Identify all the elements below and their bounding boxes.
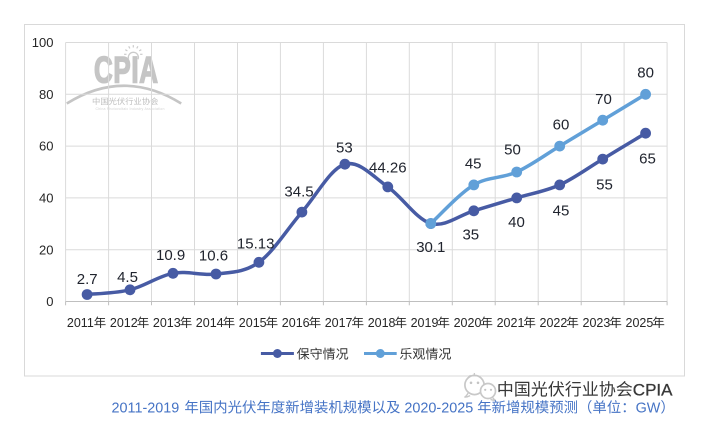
- svg-text:30.1: 30.1: [416, 239, 445, 256]
- svg-text:65: 65: [639, 150, 656, 167]
- svg-text:2019: 2019: [411, 316, 439, 330]
- svg-text:10.6: 10.6: [199, 248, 228, 265]
- svg-text:CPIA: CPIA: [94, 49, 159, 91]
- svg-text:China Photovoltaic Industry As: China Photovoltaic Industry Association: [96, 107, 165, 111]
- svg-text:50: 50: [504, 142, 521, 159]
- svg-text:GW: GW: [636, 400, 661, 416]
- svg-text:15.13: 15.13: [237, 235, 275, 252]
- svg-text:2013: 2013: [153, 316, 181, 330]
- svg-text:2020-2025: 2020-2025: [404, 400, 473, 416]
- svg-text:80: 80: [39, 87, 53, 102]
- svg-text:2025: 2025: [626, 316, 654, 330]
- svg-text:2021: 2021: [497, 316, 525, 330]
- svg-text:45: 45: [465, 156, 482, 173]
- svg-text:60: 60: [39, 139, 53, 154]
- svg-text:2017: 2017: [325, 316, 353, 330]
- svg-text:2016: 2016: [282, 316, 310, 330]
- svg-text:2022: 2022: [540, 316, 568, 330]
- svg-text:53: 53: [336, 140, 353, 157]
- svg-text:80: 80: [637, 65, 654, 82]
- svg-text:2012: 2012: [110, 316, 138, 330]
- svg-text:60: 60: [553, 117, 570, 134]
- svg-text:4.5: 4.5: [117, 269, 138, 286]
- svg-text:44.26: 44.26: [369, 160, 407, 177]
- svg-text:2.7: 2.7: [77, 271, 98, 288]
- svg-text:45: 45: [553, 203, 570, 220]
- svg-text:2020: 2020: [454, 316, 482, 330]
- svg-text:CPIA: CPIA: [633, 380, 673, 399]
- svg-text:2011: 2011: [67, 316, 94, 330]
- svg-text:100: 100: [32, 35, 54, 50]
- svg-text:2023: 2023: [583, 316, 611, 330]
- svg-text:55: 55: [596, 177, 613, 194]
- svg-text:10.9: 10.9: [156, 247, 185, 264]
- svg-text:40: 40: [39, 191, 53, 206]
- svg-text:35: 35: [462, 227, 479, 244]
- svg-text:20: 20: [39, 242, 53, 257]
- svg-text:2014: 2014: [196, 316, 224, 330]
- svg-text:34.5: 34.5: [284, 184, 313, 201]
- svg-text:2015: 2015: [239, 316, 267, 330]
- svg-text:2018: 2018: [368, 316, 396, 330]
- svg-text:40: 40: [508, 214, 525, 231]
- svg-text:70: 70: [595, 91, 612, 108]
- svg-text:0: 0: [46, 294, 53, 309]
- svg-text:2011-2019: 2011-2019: [112, 400, 180, 416]
